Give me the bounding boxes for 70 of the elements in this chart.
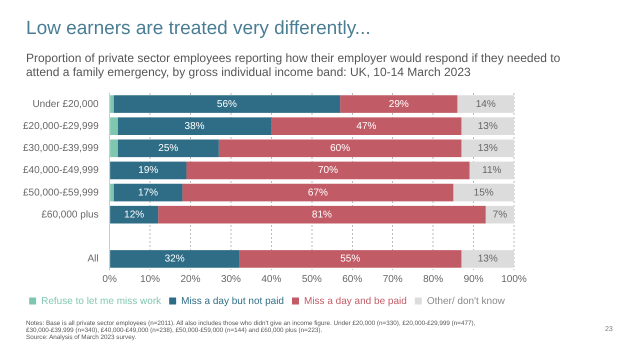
x-tick-label: 50% [302, 274, 322, 285]
legend-label: Miss a day and be paid [304, 296, 407, 307]
x-tick-label: 80% [423, 274, 444, 285]
data-label: 14% [476, 98, 496, 110]
bar [110, 139, 118, 158]
legend-label: Miss a day but not paid [181, 296, 284, 307]
x-tick-label: 40% [261, 274, 282, 285]
x-tick-label: 0% [102, 274, 117, 285]
data-label: 81% [312, 209, 332, 220]
data-label: 67% [308, 187, 328, 198]
x-tick-label: 60% [342, 274, 362, 285]
data-label: 38% [184, 120, 205, 132]
bar [486, 206, 514, 224]
y-tick-label: £30,000-£39,999 [23, 143, 100, 154]
bar [239, 250, 462, 268]
bar [110, 250, 240, 268]
x-tick-label: 10% [140, 274, 160, 285]
bar [114, 184, 182, 202]
data-label: 56% [216, 98, 238, 110]
bar [461, 139, 514, 158]
bar [114, 95, 340, 113]
y-tick-label: All [88, 254, 99, 265]
data-label: 13% [478, 254, 498, 265]
bar [182, 184, 454, 202]
y-tick-label: Under £20,000 [32, 98, 100, 110]
y-tick-label: £40,000-£49,999 [23, 165, 100, 176]
x-tick-label: 70% [382, 274, 403, 285]
bar [340, 95, 458, 113]
bar [186, 162, 470, 180]
bar [271, 117, 462, 136]
bar [453, 184, 514, 202]
legend-label: Other/ don't know [426, 296, 506, 307]
data-label: 55% [340, 254, 360, 265]
legend-label: Refuse to let me miss work [41, 296, 162, 307]
y-tick-label: £20,000-£29,999 [23, 120, 100, 132]
data-label: 25% [158, 143, 178, 154]
data-label: 17% [138, 187, 158, 198]
bar [158, 206, 486, 224]
data-label: 13% [478, 143, 498, 154]
x-tick-label: 90% [464, 274, 484, 285]
bar [461, 117, 514, 136]
bar [218, 139, 462, 158]
data-label: 47% [356, 120, 377, 132]
bar [110, 95, 114, 113]
bar [118, 117, 272, 136]
data-label: 12% [124, 209, 144, 220]
x-tick-label: 20% [180, 274, 201, 285]
bar [457, 95, 514, 113]
chart-subtitle: Proportion of private sector employees reporting how their employer would respond if they needed to attend a family emergency, by gross individual income band: UK, 10-14 March 2023 [26, 51, 562, 79]
bar [118, 139, 219, 158]
data-label: 32% [164, 254, 185, 265]
y-tick-label: £50,000-£59,999 [23, 187, 100, 198]
data-label: 15% [474, 187, 494, 198]
data-label: 70% [318, 165, 338, 176]
data-label: 29% [388, 98, 409, 110]
data-label: 19% [138, 165, 158, 176]
data-label: 60% [330, 143, 350, 154]
bar [110, 184, 114, 202]
y-tick-label: £60,000 plus [41, 209, 99, 220]
chart-title: Low earners are treated very differently... [26, 18, 371, 40]
data-label: 13% [478, 120, 498, 132]
bar [470, 162, 514, 180]
bar [110, 117, 118, 136]
x-tick-label: 30% [220, 274, 242, 285]
bar [110, 162, 186, 180]
bar [461, 250, 514, 268]
data-label: 11% [482, 165, 502, 176]
data-label: 7% [492, 209, 508, 220]
x-tick-label: 100% [501, 274, 527, 285]
bar [110, 206, 158, 224]
